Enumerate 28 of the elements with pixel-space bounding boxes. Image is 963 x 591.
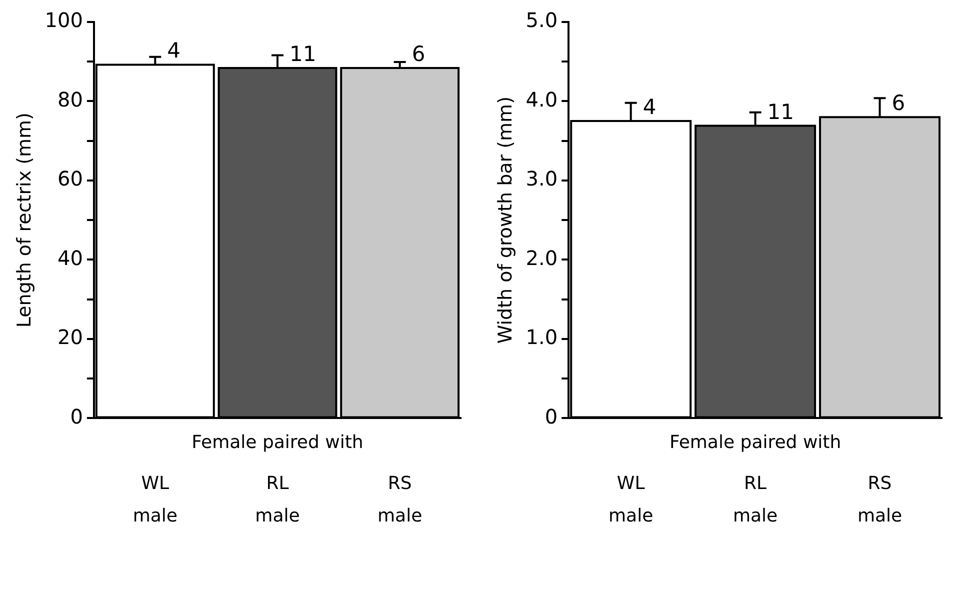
annotation: 4 bbox=[167, 38, 181, 63]
y-tick-label: 1.0 bbox=[526, 325, 558, 350]
y-tick-label: 80 bbox=[58, 87, 83, 112]
annotation: 6 bbox=[892, 91, 906, 116]
x-tick-label: RS male bbox=[857, 473, 902, 526]
x-tick-label: RL male bbox=[732, 473, 778, 526]
y-tick-label: 0 bbox=[70, 404, 83, 428]
y-tick-label: 20 bbox=[58, 325, 83, 350]
y-tick-label: 60 bbox=[58, 166, 83, 191]
y-tick-label: 4.0 bbox=[526, 87, 558, 112]
y-axis-title: Width of growth bar (mm) bbox=[494, 96, 516, 344]
y-tick-label: 5.0 bbox=[526, 8, 558, 32]
y-tick-label: 40 bbox=[58, 246, 83, 270]
x-tick-label: RS male bbox=[378, 473, 422, 526]
annotation: 6 bbox=[412, 42, 426, 66]
x-axis-title: Female paired with bbox=[192, 432, 364, 453]
y-tick-label: 0 bbox=[544, 404, 558, 428]
y-tick-label: 3.0 bbox=[526, 166, 558, 191]
annotation: 4 bbox=[642, 95, 656, 120]
y-axis-title: Length of rectrix (mm) bbox=[13, 112, 36, 328]
x-tick-label: WL male bbox=[132, 473, 178, 526]
x-axis-title: Female paired with bbox=[669, 432, 842, 453]
annotation: 11 bbox=[289, 42, 316, 66]
y-tick-label: 2.0 bbox=[526, 246, 558, 270]
annotation: 11 bbox=[767, 100, 794, 124]
x-tick-label: WL male bbox=[608, 473, 654, 526]
y-tick-label: 100 bbox=[44, 8, 83, 32]
x-tick-label: RL male bbox=[255, 473, 300, 526]
